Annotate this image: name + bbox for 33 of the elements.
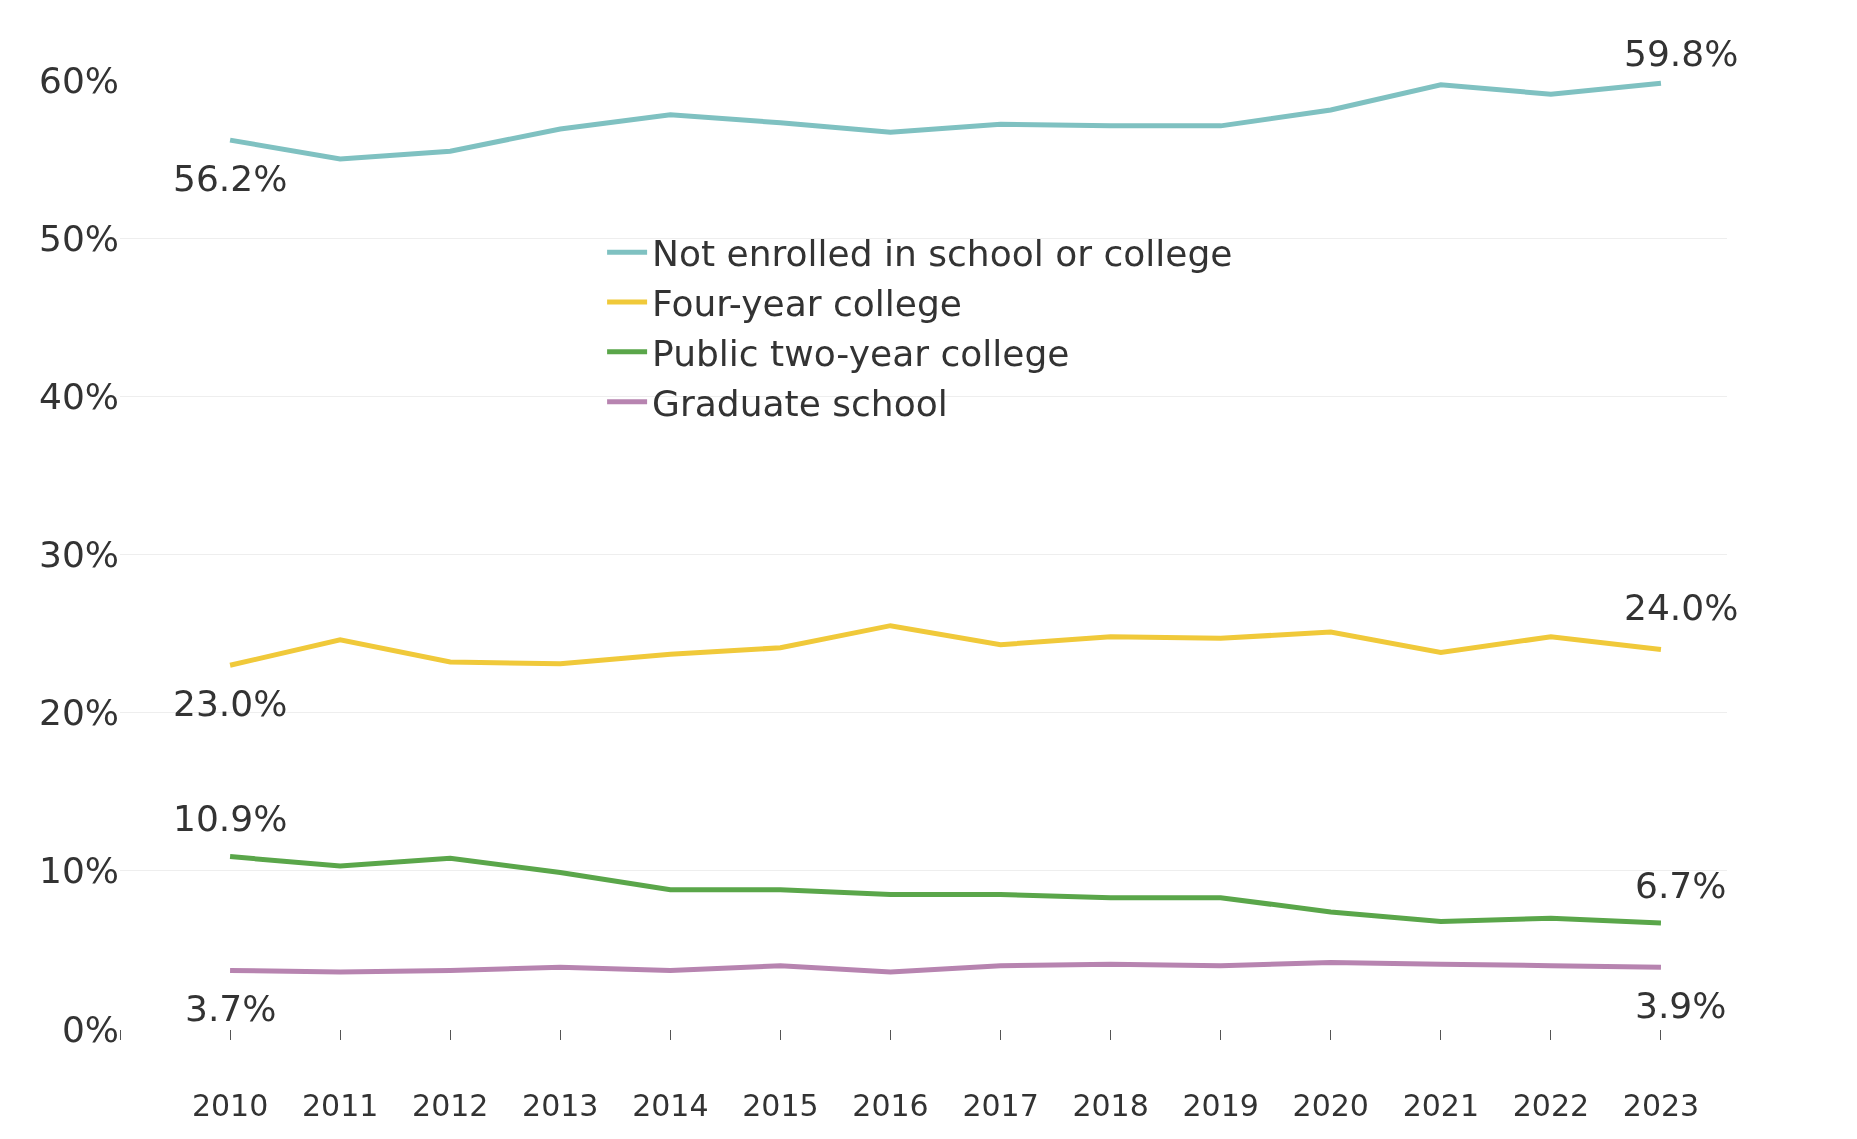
x-tick-label: 2021 — [1402, 1088, 1479, 1123]
x-tick-label: 2017 — [962, 1088, 1039, 1123]
y-tick-label: 60% — [38, 59, 119, 101]
legend-label: Graduate school — [652, 382, 948, 424]
data-label: 10.9% — [173, 798, 288, 839]
x-tick-label: 2014 — [632, 1088, 709, 1123]
x-tick-label: 2015 — [742, 1088, 819, 1123]
data-label: 6.7% — [1635, 865, 1727, 906]
x-tick-label: 2018 — [1072, 1088, 1149, 1123]
y-tick-label: 20% — [38, 692, 119, 734]
y-tick-label: 40% — [38, 375, 119, 417]
data-label: 23.0% — [173, 683, 288, 724]
legend-label: Four-year college — [652, 283, 962, 325]
data-label: 56.2% — [173, 158, 288, 199]
data-label: 3.7% — [185, 988, 277, 1029]
legend-label: Public two-year college — [652, 332, 1070, 374]
x-tick-label: 2013 — [522, 1088, 599, 1123]
y-tick-label: 50% — [38, 217, 119, 259]
data-label: 59.8% — [1624, 33, 1739, 74]
y-tick-label: 0% — [61, 1008, 119, 1050]
x-tick-label: 2011 — [301, 1088, 379, 1123]
x-tick-label: 2016 — [852, 1088, 929, 1123]
x-tick-label: 2023 — [1622, 1088, 1700, 1123]
legend-label: Not enrolled in school or college — [652, 233, 1233, 275]
y-tick-label: 30% — [38, 534, 119, 576]
data-label: 3.9% — [1635, 985, 1727, 1026]
x-tick-label: 2020 — [1292, 1088, 1369, 1123]
data-label: 24.0% — [1624, 587, 1739, 628]
x-tick-label: 2022 — [1512, 1088, 1590, 1123]
x-tick-label: 2012 — [412, 1088, 489, 1123]
x-tick-label: 2019 — [1182, 1088, 1259, 1123]
y-tick-label: 10% — [38, 850, 119, 892]
x-tick-label: 2010 — [191, 1088, 269, 1123]
